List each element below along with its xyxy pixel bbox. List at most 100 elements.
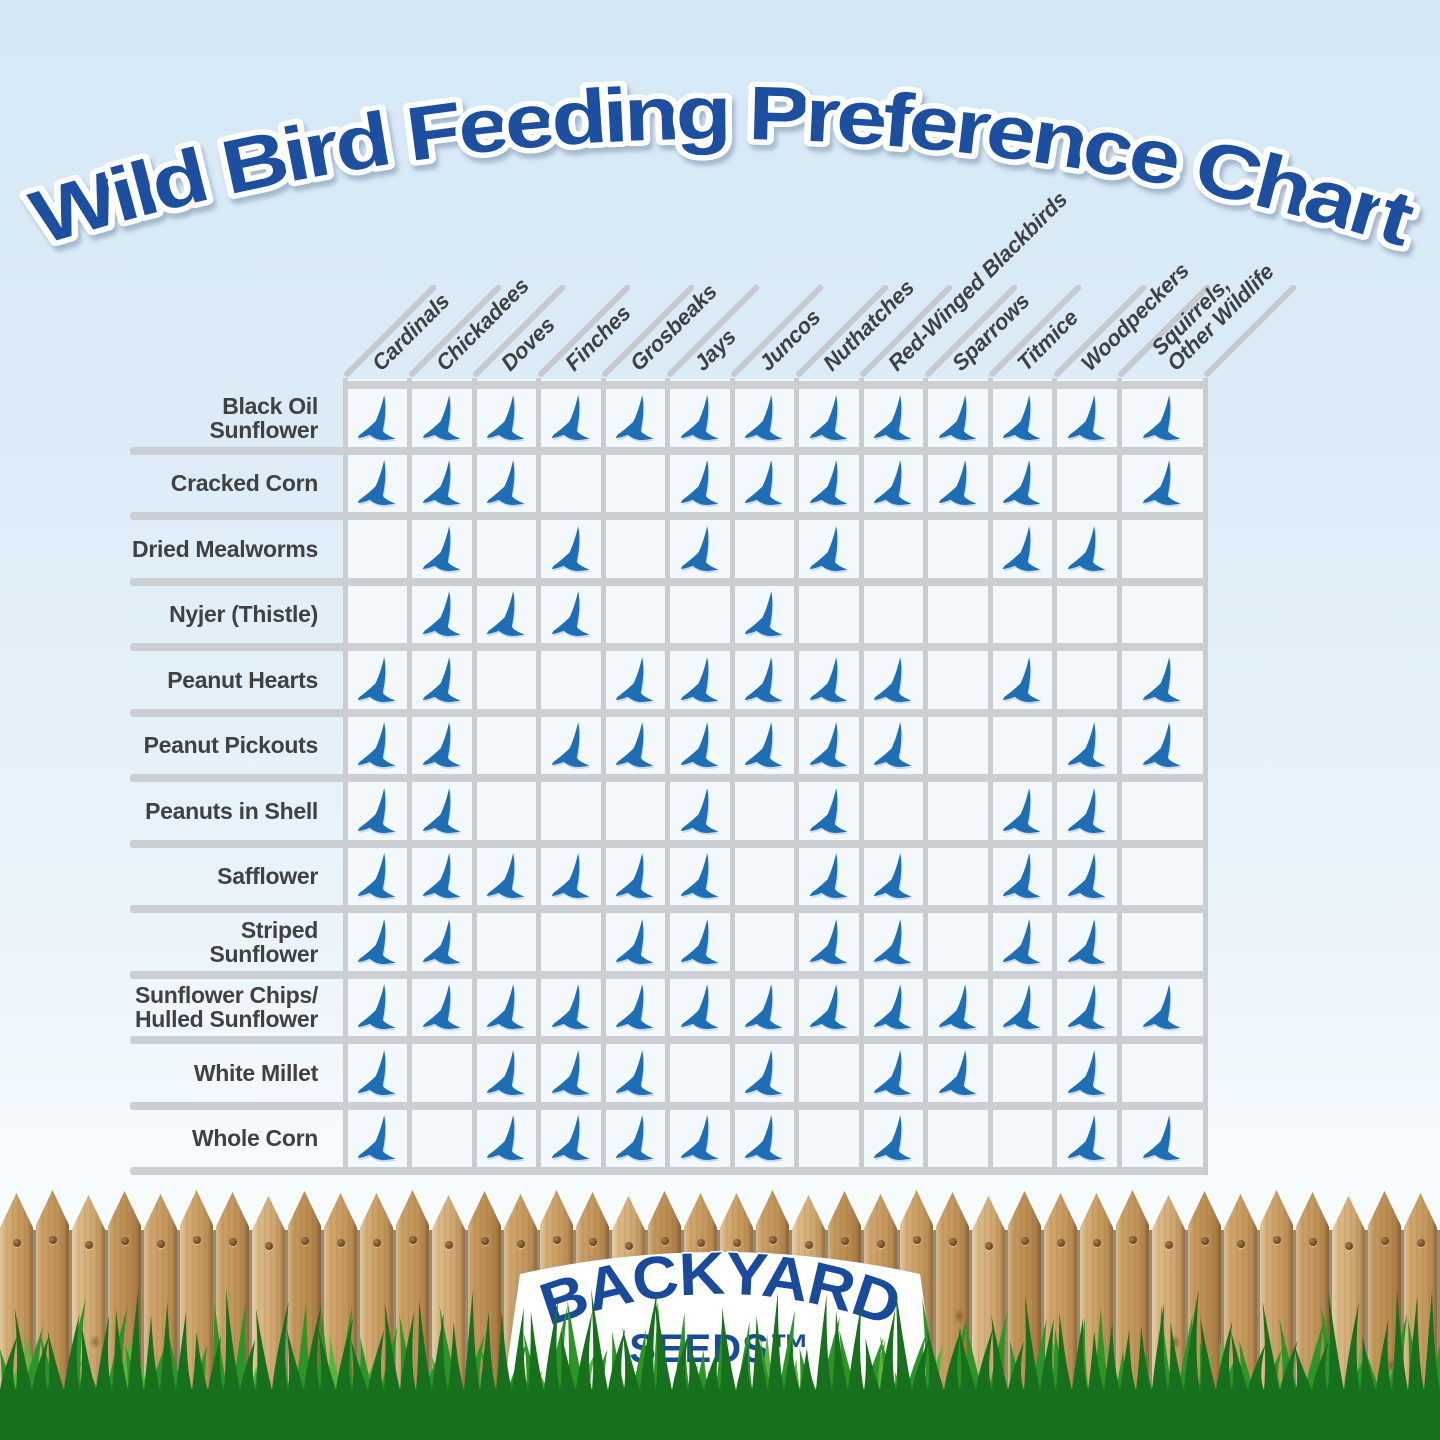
bird-icon <box>680 525 720 572</box>
bird-icon <box>1142 460 1182 506</box>
grass-layer-front <box>0 1288 1440 1440</box>
bird-icon <box>1067 918 1107 965</box>
fence-nail <box>624 1242 633 1250</box>
bird-icon <box>422 918 462 965</box>
bird-icon <box>1002 984 1042 1030</box>
fence-nail <box>372 1239 381 1247</box>
fence-nail <box>876 1240 885 1248</box>
bird-icon <box>1142 656 1182 703</box>
fence-nail <box>804 1241 813 1249</box>
bird-icon <box>551 1115 591 1161</box>
bird-icon <box>357 656 397 703</box>
fence-nail <box>1344 1242 1353 1250</box>
bird-icon <box>615 1115 655 1161</box>
fence-nail <box>1272 1236 1281 1244</box>
bird-icon <box>1002 787 1042 834</box>
bird-icon <box>744 394 784 441</box>
bird-icon <box>551 1049 591 1096</box>
bird-icon <box>873 722 913 768</box>
bird-icon <box>1067 525 1107 572</box>
bird-icon <box>357 460 397 506</box>
fence-nail <box>840 1237 849 1245</box>
bird-icon <box>744 984 784 1030</box>
bird-icon <box>873 656 913 703</box>
bird-icon <box>486 1049 526 1096</box>
fence-nail <box>1380 1237 1389 1245</box>
bird-icon <box>422 787 462 834</box>
bird-icon <box>486 853 526 899</box>
bird-icon <box>1142 1115 1182 1161</box>
bird-icon <box>615 722 655 768</box>
bird-icon <box>744 1115 784 1161</box>
bird-icon <box>357 918 397 965</box>
bird-icon <box>938 1049 978 1096</box>
bird-icon <box>809 853 849 899</box>
column-header: Squirrels, Other Wildlife <box>1146 259 1279 376</box>
grid-row-line <box>130 1036 1205 1044</box>
bird-icon <box>680 1115 720 1161</box>
bird-icon <box>1067 1115 1107 1161</box>
fence-nail <box>1308 1238 1317 1246</box>
row-label: Peanut Hearts <box>167 666 318 693</box>
fence-nail <box>336 1239 345 1247</box>
fence-nail <box>660 1237 669 1245</box>
bird-icon <box>744 591 784 637</box>
fence-nail <box>984 1242 993 1250</box>
grid-row-line <box>130 970 1205 979</box>
bird-icon <box>809 394 849 441</box>
grid-row-line <box>130 1101 1205 1110</box>
bird-icon <box>422 394 462 441</box>
bird-icon <box>680 394 720 441</box>
bird-icon <box>1067 787 1107 834</box>
bird-icon <box>486 394 526 441</box>
bird-icon <box>551 525 591 572</box>
fence-nail <box>1164 1241 1173 1249</box>
bird-icon <box>873 394 913 441</box>
bird-icon <box>486 984 526 1030</box>
bird-icon <box>938 984 978 1030</box>
bird-icon <box>809 984 849 1030</box>
row-label: Sunflower Chips/ Hulled Sunflower <box>134 982 318 1033</box>
bird-icon <box>486 460 526 506</box>
bird-icon <box>551 591 591 637</box>
column-header: Jays <box>689 323 741 376</box>
bird-icon <box>809 460 849 506</box>
fence-nail <box>408 1236 417 1244</box>
bird-icon <box>873 460 913 506</box>
bird-icon <box>809 722 849 768</box>
bird-icon <box>422 853 462 899</box>
bird-icon <box>615 656 655 703</box>
bird-icon <box>551 722 591 768</box>
fence-nail <box>264 1242 273 1250</box>
bird-icon <box>938 460 978 506</box>
bird-icon <box>1002 853 1042 899</box>
fence-nail <box>1416 1239 1425 1247</box>
bird-icon <box>1002 460 1042 506</box>
bird-icon <box>357 853 397 899</box>
bird-icon <box>422 722 462 768</box>
bird-icon <box>1002 918 1042 965</box>
bird-icon <box>551 984 591 1030</box>
grid-row-line <box>130 839 1205 848</box>
bird-icon <box>422 460 462 506</box>
bird-icon <box>744 1049 784 1096</box>
bird-icon <box>486 591 526 637</box>
fence-nail <box>48 1236 57 1244</box>
grid-row-line <box>130 774 1205 782</box>
bird-icon <box>680 984 720 1030</box>
grid-row-line <box>130 905 1205 913</box>
bird-icon <box>615 918 655 965</box>
bird-icon <box>938 394 978 441</box>
bird-icon <box>680 722 720 768</box>
bird-icon <box>357 1049 397 1096</box>
bird-icon <box>680 853 720 899</box>
bird-icon <box>680 918 720 965</box>
fence-nail <box>1056 1239 1065 1247</box>
bird-icon <box>1002 394 1042 441</box>
fence-nail <box>480 1237 489 1245</box>
bird-icon <box>1142 722 1182 768</box>
row-label: Nyjer (Thistle) <box>169 601 318 628</box>
bird-icon <box>1142 394 1182 441</box>
row-label: White Millet <box>193 1059 318 1086</box>
